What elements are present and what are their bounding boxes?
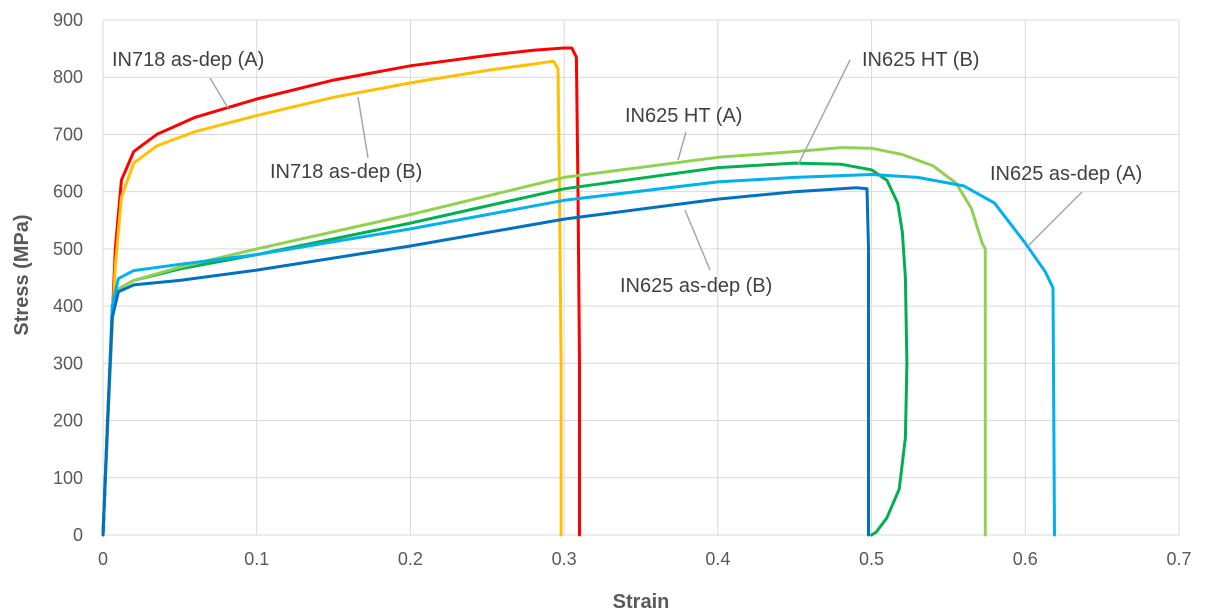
y-tick-label: 700 [53, 124, 83, 144]
y-tick-label: 100 [53, 468, 83, 488]
x-tick-label: 0.3 [552, 549, 577, 569]
series-label-in718-as-dep-b: IN718 as-dep (B) [270, 161, 422, 183]
series-label-in625-ht-b: IN625 HT (B) [862, 49, 979, 71]
x-tick-label: 0.2 [398, 549, 423, 569]
series-label-in625-ht-a: IN625 HT (A) [625, 105, 742, 127]
leader-line-in625-ht-b [797, 59, 851, 166]
x-tick-label: 0.7 [1166, 549, 1191, 569]
series-line-in625-as-dep-a [101, 173, 1056, 537]
series-line-in625-ht-a [101, 161, 909, 537]
x-tick-label: 0.6 [1013, 549, 1038, 569]
x-tick-label: 0 [98, 549, 108, 569]
x-axis-title: Strain [613, 591, 670, 613]
y-tick-label: 600 [53, 182, 83, 202]
y-tick-label: 300 [53, 353, 83, 373]
annotations: IN718 as-dep (A) IN718 as-dep (B) IN625 HT… [112, 49, 1142, 297]
leader-line-in625-as-dep-b [684, 209, 711, 271]
series-label-in625-as-dep-a: IN625 as-dep (A) [990, 163, 1142, 185]
leader-line-in718-as-dep-a [209, 77, 229, 109]
x-tick-label: 0.1 [244, 549, 269, 569]
series-group [101, 46, 1056, 537]
y-tick-label: 200 [53, 411, 83, 431]
series-label-in625-as-dep-b: IN625 as-dep (B) [620, 275, 772, 297]
y-tick-label: 400 [53, 296, 83, 316]
x-tick-label: 0.4 [705, 549, 730, 569]
y-axis-title: Stress (MPa) [11, 214, 33, 335]
series-line-in625-ht-b [101, 146, 987, 537]
y-tick-label: 500 [53, 239, 83, 259]
leader-line-in625-ht-a [677, 131, 687, 161]
leader-line-in625-as-dep-a [1027, 191, 1083, 247]
series-label-in718-as-dep-a: IN718 as-dep (A) [112, 49, 264, 71]
series-line-in718-as-dep-b [101, 59, 563, 537]
tick-labels: 0 100 200 300 400 500 600 700 800 900 0 0.1 0.2 0.3 0.… [53, 10, 1192, 569]
series-line-in625-as-dep-b [101, 186, 870, 537]
leader-line-in718-as-dep-b [357, 96, 369, 159]
y-tick-label: 0 [73, 525, 83, 545]
y-tick-label: 800 [53, 67, 83, 87]
y-tick-label: 900 [53, 10, 83, 30]
series-line-in718-as-dep-a [101, 46, 581, 537]
x-tick-label: 0.5 [859, 549, 884, 569]
